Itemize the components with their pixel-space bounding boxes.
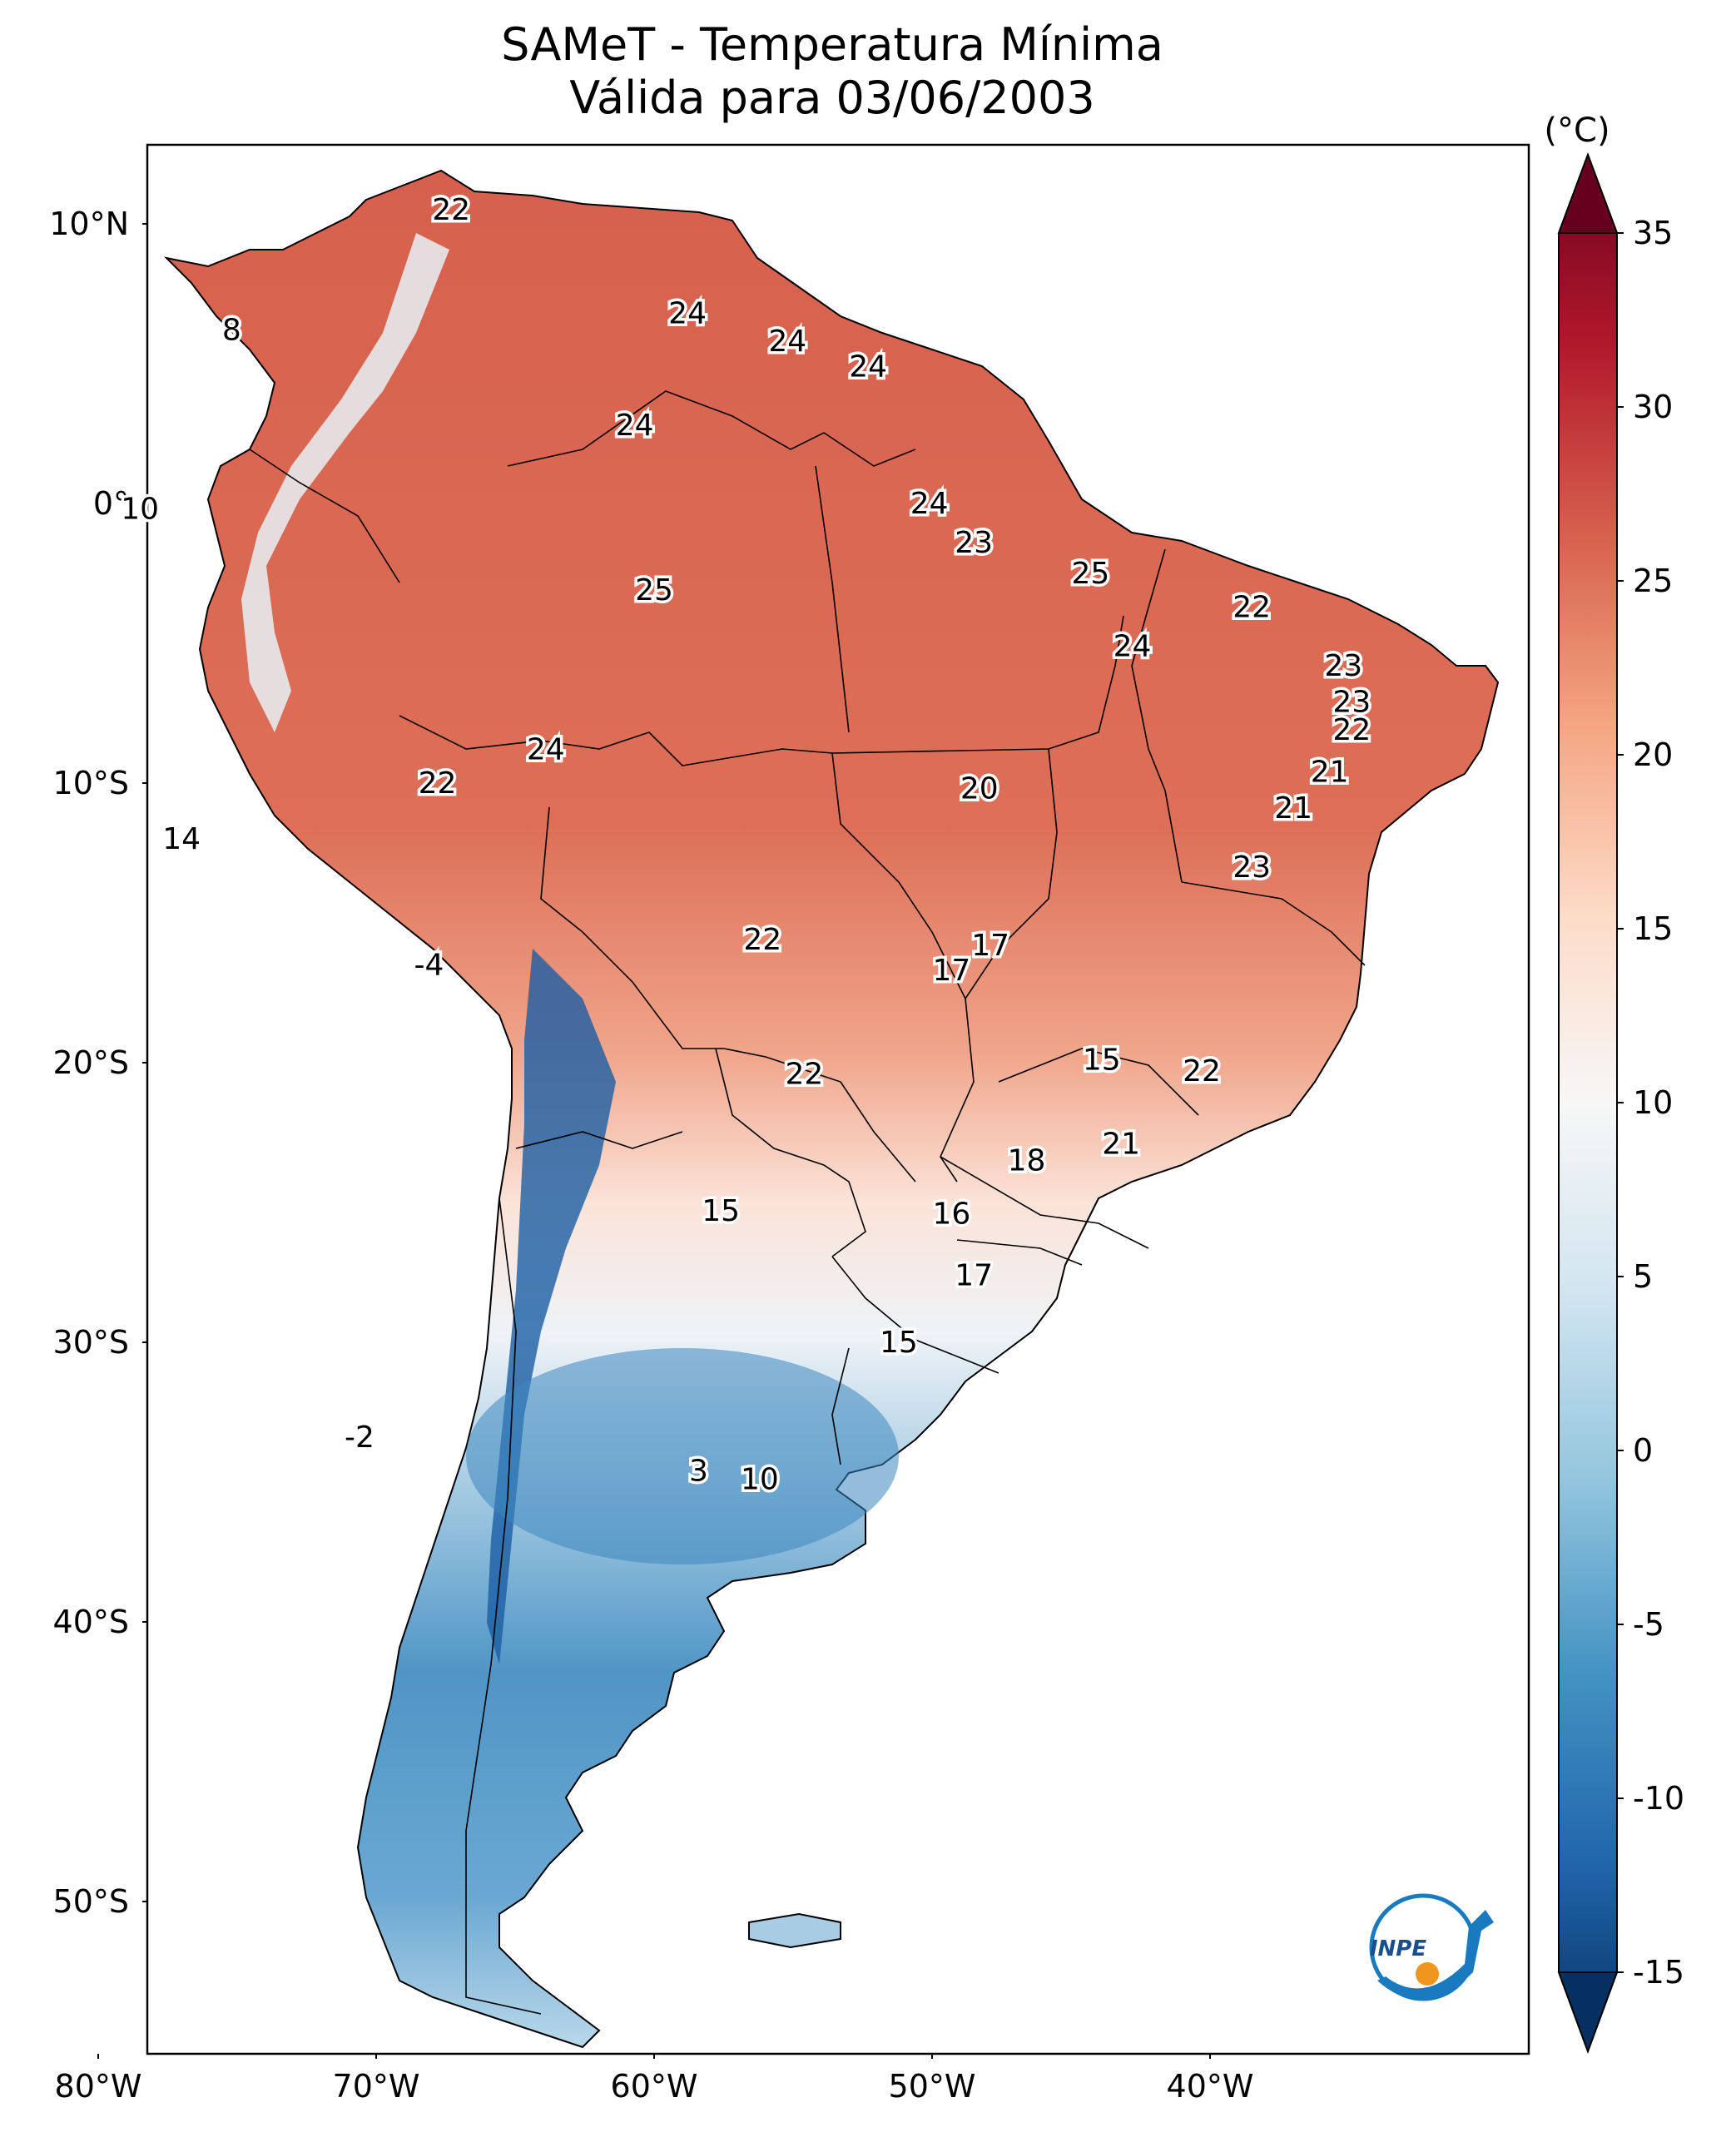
- lat-tick-label: 10°S: [53, 765, 129, 801]
- pampas-cold-region: [466, 1348, 899, 1564]
- station-value-label: 15: [880, 1326, 918, 1360]
- colorbar-tick-label: 20: [1633, 736, 1673, 773]
- colorbar-tick-label: 0: [1633, 1432, 1653, 1469]
- station-value-label: -4: [414, 948, 444, 982]
- colorbar-bottom-extension: [1557, 1971, 1619, 2054]
- station-value-label: 17: [932, 954, 970, 988]
- station-value-label: 22: [1183, 1054, 1221, 1088]
- station-value-label: 22: [1332, 713, 1371, 747]
- station-value-label: 15: [702, 1194, 740, 1228]
- colorbar-bar: [1558, 152, 1618, 2054]
- station-value-label: 3: [689, 1455, 708, 1489]
- logo-arrow-icon: [1377, 1910, 1494, 2000]
- andes-north-cold: [241, 233, 449, 732]
- station-value-label: -2: [345, 1421, 374, 1455]
- station-value-label: 22: [432, 193, 470, 227]
- station-value-label: 25: [635, 573, 673, 607]
- south-america-landmass: [163, 169, 1500, 2049]
- map-title: SAMeT - Temperatura Mínima Válida para 0…: [0, 18, 1664, 125]
- station-value-label: 22: [785, 1057, 823, 1091]
- station-value-label: 16: [932, 1197, 970, 1231]
- station-value-label: 17: [971, 929, 1009, 963]
- station-value-label: 10: [121, 493, 159, 527]
- lat-tick-label: 0°: [93, 485, 129, 522]
- map-frame: [146, 143, 1530, 2055]
- station-value-label: 22: [1233, 590, 1271, 624]
- station-value-label: 21: [1102, 1127, 1140, 1161]
- lat-tick-group: 10°N 0° 10°S 20°S 30°S 40°S 50°S: [49, 206, 147, 1920]
- station-value-label: 25: [1071, 557, 1109, 591]
- station-value-label: 14: [162, 822, 201, 856]
- station-value-label: 23: [955, 526, 993, 560]
- lat-tick-label: 20°S: [53, 1044, 129, 1081]
- map-panel: [163, 169, 1500, 2049]
- station-value-label: 24: [768, 325, 806, 359]
- lat-tick-label: 10°N: [49, 206, 129, 242]
- lon-tick-label: 50°W: [889, 2068, 976, 2105]
- colorbar-tick-label: 25: [1633, 563, 1673, 599]
- lon-tick-label: 80°W: [55, 2068, 142, 2105]
- station-value-label: 24: [910, 487, 949, 521]
- station-value-label: 23: [1324, 649, 1362, 683]
- colorbar-tick-label: -10: [1633, 1780, 1684, 1817]
- station-value-label: 15: [1083, 1044, 1121, 1078]
- colorbar-tick-label: -5: [1633, 1606, 1664, 1643]
- lat-tick-label: 40°S: [53, 1604, 129, 1640]
- colorbar-tick-label: 30: [1633, 389, 1673, 425]
- title-line-2: Válida para 03/06/2003: [569, 72, 1095, 124]
- station-value-label: 24: [527, 733, 565, 767]
- colorbar-top-extension: [1557, 152, 1619, 234]
- colorbar-tick-label: 15: [1633, 910, 1673, 947]
- station-value-label: 24: [849, 350, 887, 384]
- lat-tick-label: 50°S: [53, 1883, 129, 1920]
- colorbar-tick-label: 35: [1633, 215, 1673, 251]
- station-value-label: 21: [1274, 791, 1312, 826]
- borders: [249, 390, 1366, 2015]
- station-value-label: 21: [1311, 756, 1349, 790]
- station-value-label: 22: [743, 923, 781, 957]
- station-value-label: 17: [955, 1258, 993, 1292]
- falklands: [748, 1912, 841, 1949]
- station-value-label: 22: [419, 766, 457, 801]
- colorbar-tick-label: 10: [1633, 1084, 1673, 1121]
- station-value-label: 10: [741, 1463, 779, 1497]
- colorbar-unit: (°C): [1544, 112, 1610, 150]
- station-value-label: 8: [222, 314, 241, 348]
- logo-text: INPE: [1370, 1936, 1426, 1961]
- station-value-label: 23: [1332, 686, 1371, 720]
- colorbar-tick-label: -15: [1633, 1954, 1684, 1991]
- station-value-label: 24: [616, 409, 654, 443]
- lon-tick-label: 60°W: [611, 2068, 698, 2105]
- lon-tick-group: 80°W 70°W 60°W 50°W 40°W: [55, 2054, 1254, 2105]
- station-value-label: 24: [668, 297, 707, 331]
- logo-dot: [1416, 1962, 1439, 1986]
- colorbar: (°C) 35 30 25 20 15 10 5 0 -5 -10 -15: [1544, 112, 1684, 2054]
- station-value-label: 20: [960, 772, 999, 806]
- title-line-1: SAMeT - Temperatura Mínima: [501, 18, 1163, 71]
- lon-tick-label: 70°W: [333, 2068, 420, 2105]
- lon-tick-label: 40°W: [1167, 2068, 1254, 2105]
- station-value-label: 24: [1114, 629, 1152, 663]
- colorbar-tick-label: 5: [1633, 1258, 1653, 1295]
- colorbar-ticks: 35 30 25 20 15 10 5 0 -5 -10 -15: [1617, 215, 1684, 1991]
- lat-tick-label: 30°S: [53, 1324, 129, 1361]
- inpe-logo: INPE: [1369, 1893, 1494, 2001]
- station-value-label: 23: [1233, 850, 1271, 885]
- andes-cold-band: [487, 949, 616, 1664]
- station-value-label: 18: [1008, 1144, 1046, 1178]
